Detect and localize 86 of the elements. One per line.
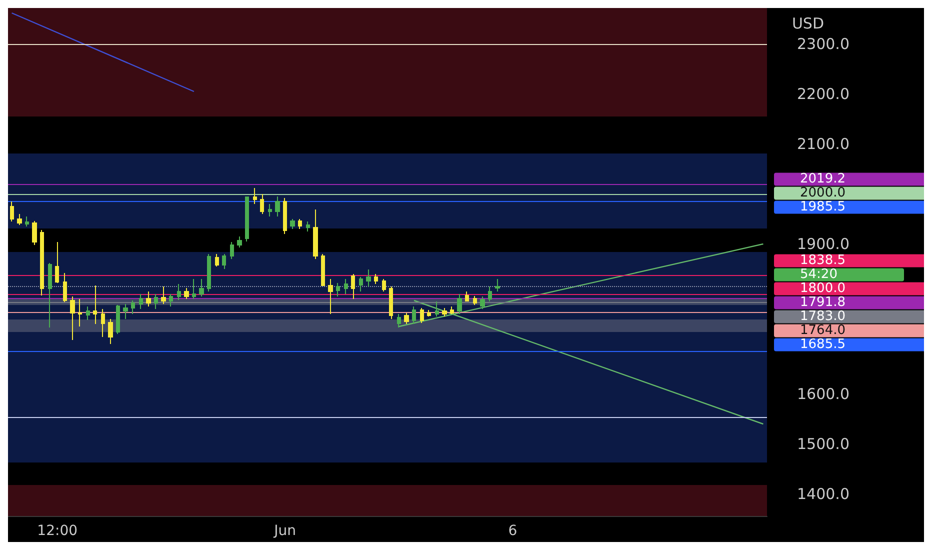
candlestick bbox=[260, 194, 264, 214]
candlestick bbox=[116, 304, 120, 334]
candlestick bbox=[488, 286, 492, 302]
candlestick bbox=[420, 308, 424, 324]
candlestick bbox=[154, 294, 158, 310]
candlestick bbox=[169, 294, 173, 307]
candlestick bbox=[313, 209, 318, 260]
candlestick bbox=[389, 286, 393, 320]
candlestick bbox=[207, 254, 211, 292]
ref-line-label: 1800.0 bbox=[800, 281, 846, 296]
candlestick bbox=[283, 198, 287, 234]
candlestick bbox=[70, 296, 75, 340]
candlestick bbox=[321, 254, 325, 286]
candlestick bbox=[480, 296, 485, 310]
candlestick bbox=[366, 269, 371, 287]
text: 54:20 bbox=[800, 267, 838, 282]
candlestick bbox=[298, 218, 302, 230]
candlestick bbox=[465, 291, 469, 302]
candlestick bbox=[245, 196, 249, 242]
y-tick-label: 1600.0 bbox=[797, 385, 850, 403]
candlestick bbox=[55, 242, 59, 284]
candlestick bbox=[268, 204, 272, 217]
candlestick bbox=[442, 308, 447, 317]
y-tick-label: 1500.0 bbox=[797, 435, 850, 453]
candlestick bbox=[177, 284, 181, 300]
candlestick bbox=[351, 274, 355, 300]
ref-line-label: 1783.0 bbox=[800, 309, 846, 324]
candlestick bbox=[237, 236, 242, 248]
y-tick-label: 2300.0 bbox=[797, 35, 850, 53]
candlestick bbox=[215, 254, 219, 267]
candlestick bbox=[222, 254, 226, 270]
x-tick-label: 12:00 bbox=[37, 523, 78, 539]
ref-line-label: 1985.5 bbox=[800, 200, 846, 215]
candlestick bbox=[275, 196, 280, 217]
y-tick-label: 2100.0 bbox=[797, 135, 850, 153]
candlestick bbox=[253, 188, 257, 204]
candlestick bbox=[473, 296, 477, 306]
candlestick bbox=[404, 312, 409, 324]
candlestick bbox=[184, 288, 189, 300]
candlestick bbox=[450, 306, 454, 314]
x-tick-label: 6 bbox=[508, 523, 518, 539]
candlestick bbox=[382, 278, 386, 292]
candlestick bbox=[48, 262, 52, 328]
candlestick bbox=[131, 300, 135, 314]
candlestick bbox=[457, 294, 462, 314]
candlestick bbox=[359, 276, 363, 292]
candlestick bbox=[397, 314, 401, 328]
candlestick bbox=[412, 306, 416, 324]
candlestick bbox=[374, 274, 378, 284]
candlestick bbox=[161, 286, 166, 304]
candlestick bbox=[495, 278, 500, 292]
candlestick bbox=[435, 301, 439, 317]
candlestick bbox=[123, 304, 128, 320]
candlestick bbox=[306, 221, 310, 232]
y-axis-title: USD bbox=[792, 14, 824, 32]
ref-line-label: 2000.0 bbox=[800, 186, 846, 201]
candlestick bbox=[230, 242, 234, 260]
candlestick bbox=[32, 220, 37, 246]
candlestick bbox=[146, 291, 151, 307]
ref-line-label: 1791.8 bbox=[800, 295, 846, 310]
x-tick-label: Jun bbox=[273, 523, 296, 539]
candlestick bbox=[86, 306, 90, 320]
candlestick bbox=[40, 230, 44, 296]
candlestick bbox=[336, 282, 340, 297]
candlestick bbox=[10, 201, 14, 222]
ref-line-label: 1764.0 bbox=[800, 323, 846, 338]
candlestick bbox=[17, 214, 22, 226]
candlestick bbox=[328, 278, 333, 314]
candlestick bbox=[108, 318, 113, 344]
candlestick bbox=[25, 216, 29, 227]
ref-line-label: 2019.2 bbox=[800, 172, 846, 187]
candlestick bbox=[139, 294, 143, 310]
ref-line-label: 1838.5 bbox=[800, 253, 846, 268]
y-tick-label: 2200.0 bbox=[797, 85, 850, 103]
candlestick bbox=[63, 272, 67, 302]
y-tick-label: 1900.0 bbox=[797, 235, 850, 253]
candlestick bbox=[199, 278, 204, 297]
candlestick bbox=[290, 218, 295, 230]
candlestick bbox=[344, 278, 348, 294]
candlestick bbox=[192, 278, 196, 300]
candlestick bbox=[78, 298, 82, 327]
candlestick bbox=[101, 308, 105, 338]
y-tick-label: 1400.0 bbox=[797, 485, 850, 503]
ref-line-label: 1685.5 bbox=[800, 337, 846, 352]
candlestick bbox=[93, 285, 97, 324]
candlestick bbox=[427, 310, 431, 317]
